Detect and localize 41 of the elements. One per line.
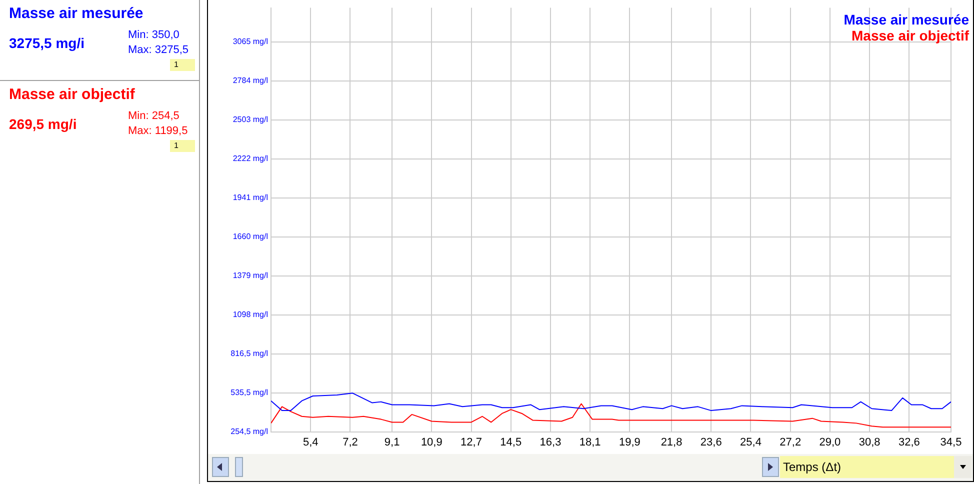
- x-tick-label: 29,0: [819, 436, 841, 449]
- x-tick-label: 23,6: [700, 436, 722, 449]
- x-tick-label: 21,8: [660, 436, 682, 449]
- x-tick-label: 5,4: [302, 436, 318, 449]
- text: 269,5 mg/i: [9, 116, 77, 132]
- x-tick-label: 9,1: [384, 436, 400, 449]
- text: Masse air objectif: [9, 86, 135, 103]
- x-tick-label: 30,8: [858, 436, 880, 449]
- x-tick-label: 12,7: [460, 436, 482, 449]
- text: Max: 3275,5: [128, 44, 189, 56]
- y-tick-label: 1941 mg/l: [232, 193, 268, 202]
- text: Min: 350,0: [128, 29, 180, 41]
- text: 3275,5 mg/i: [9, 35, 84, 51]
- y-tick-label: 2503 mg/l: [232, 115, 268, 124]
- indicator-field: 1: [170, 140, 195, 152]
- x-tick-label: 7,2: [342, 436, 358, 449]
- x-tick-label: 25,4: [740, 436, 762, 449]
- x-tick-label: 14,5: [500, 436, 522, 449]
- text: Masse air mesurée: [9, 5, 144, 22]
- x-axis-title: Temps (Δt): [780, 456, 954, 478]
- y-tick-label: 3065 mg/l: [232, 37, 268, 46]
- y-tick-label: 535,5 mg/l: [230, 388, 268, 398]
- x-tick-label: 32,6: [898, 436, 920, 449]
- x-tick-label: 34,5: [940, 436, 962, 449]
- y-tick-label: 254,5 mg/l: [230, 427, 268, 436]
- text: Max: 1199,5: [128, 125, 188, 137]
- indicator-field: 1: [170, 59, 195, 71]
- text: Masse air objectif: [852, 28, 970, 44]
- x-tick-label: 27,2: [780, 436, 802, 449]
- x-tick-label: 19,9: [618, 436, 640, 449]
- y-tick-label: 2222 mg/l: [232, 154, 268, 164]
- text: Masse air mesurée: [844, 12, 970, 28]
- x-tick-label: 16,3: [540, 436, 562, 449]
- x-tick-label: 18,1: [579, 436, 601, 449]
- y-tick-label: 816,5 mg/l: [230, 349, 268, 358]
- text: Min: 254,5: [128, 110, 180, 122]
- x-tick-label: 10,9: [420, 436, 442, 449]
- y-tick-label: 1098 mg/l: [232, 310, 268, 320]
- y-tick-label: 1660 mg/l: [232, 232, 268, 242]
- y-tick-label: 1379 mg/l: [232, 271, 268, 280]
- y-tick-label: 2784 mg/l: [232, 76, 268, 86]
